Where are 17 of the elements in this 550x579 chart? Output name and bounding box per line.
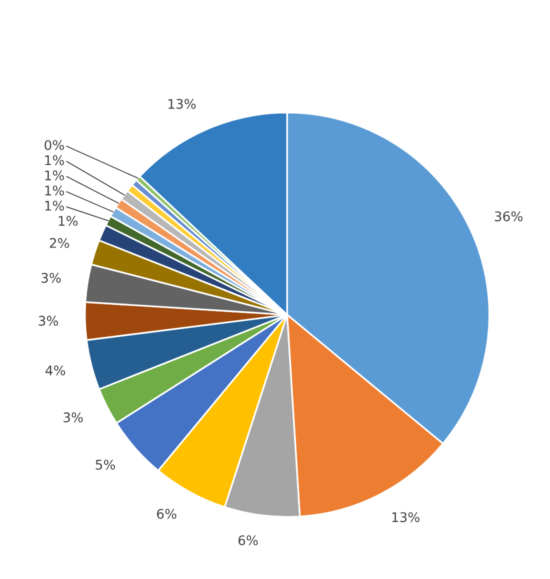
data-label: 5% xyxy=(96,460,116,470)
data-label: 13% xyxy=(168,98,196,109)
data-label: 1% xyxy=(45,186,64,196)
data-label: 1% xyxy=(58,216,78,226)
data-label: 4% xyxy=(46,365,66,376)
data-label: 6% xyxy=(157,508,176,519)
data-label: 3% xyxy=(42,272,61,283)
data-label: 36% xyxy=(494,211,522,222)
data-label: 1% xyxy=(45,200,64,211)
data-label: 2% xyxy=(50,238,70,248)
data-label: 13% xyxy=(392,512,420,522)
data-label: 1% xyxy=(45,155,64,166)
data-label: 3% xyxy=(38,316,58,326)
data-label: 3% xyxy=(64,412,83,422)
data-label: 0% xyxy=(44,140,64,150)
data-label: 1% xyxy=(45,170,64,180)
data-label: 6% xyxy=(238,535,258,546)
